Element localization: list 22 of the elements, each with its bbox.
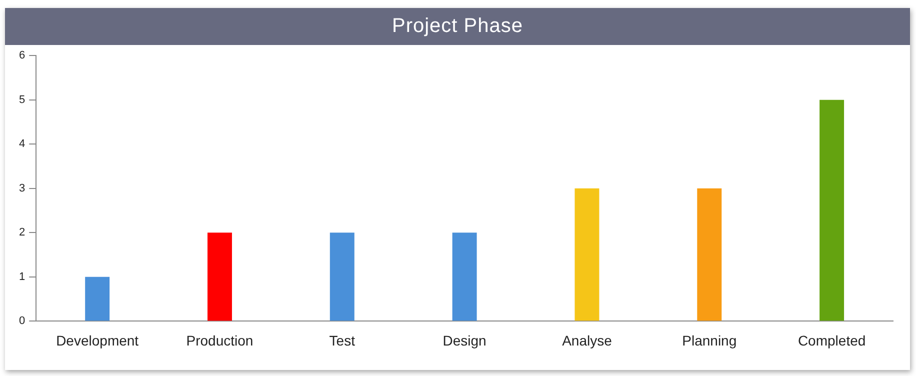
y-tick-label: 3 (18, 182, 26, 194)
y-tick-label: 5 (18, 94, 26, 106)
bar (820, 100, 844, 321)
chart-title: Project Phase (5, 8, 910, 45)
y-tick-label: 0 (18, 315, 26, 328)
bar (330, 232, 354, 321)
y-tick-label: 6 (18, 50, 26, 62)
x-tick-label: Development (56, 332, 139, 348)
x-tick-label: Analyse (562, 332, 612, 348)
bar (452, 232, 477, 321)
x-tick-label: Production (186, 332, 254, 348)
x-tick-label: Completed (798, 332, 866, 348)
bar (85, 276, 110, 321)
y-tick-label: 2 (18, 226, 26, 239)
y-tick-label: 4 (18, 138, 26, 150)
bar (574, 188, 600, 321)
bar (697, 188, 722, 321)
bar (207, 232, 232, 321)
x-tick-label: Planning (682, 332, 737, 348)
y-tick-label: 1 (18, 270, 26, 283)
x-tick-label: Design (442, 332, 486, 348)
x-tick-label: Test (329, 332, 356, 348)
